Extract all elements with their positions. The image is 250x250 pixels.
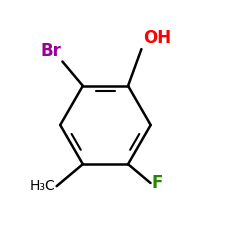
Text: Br: Br [40, 42, 61, 60]
Text: F: F [152, 174, 163, 192]
Text: H₃C: H₃C [30, 179, 56, 193]
Text: OH: OH [143, 29, 171, 47]
